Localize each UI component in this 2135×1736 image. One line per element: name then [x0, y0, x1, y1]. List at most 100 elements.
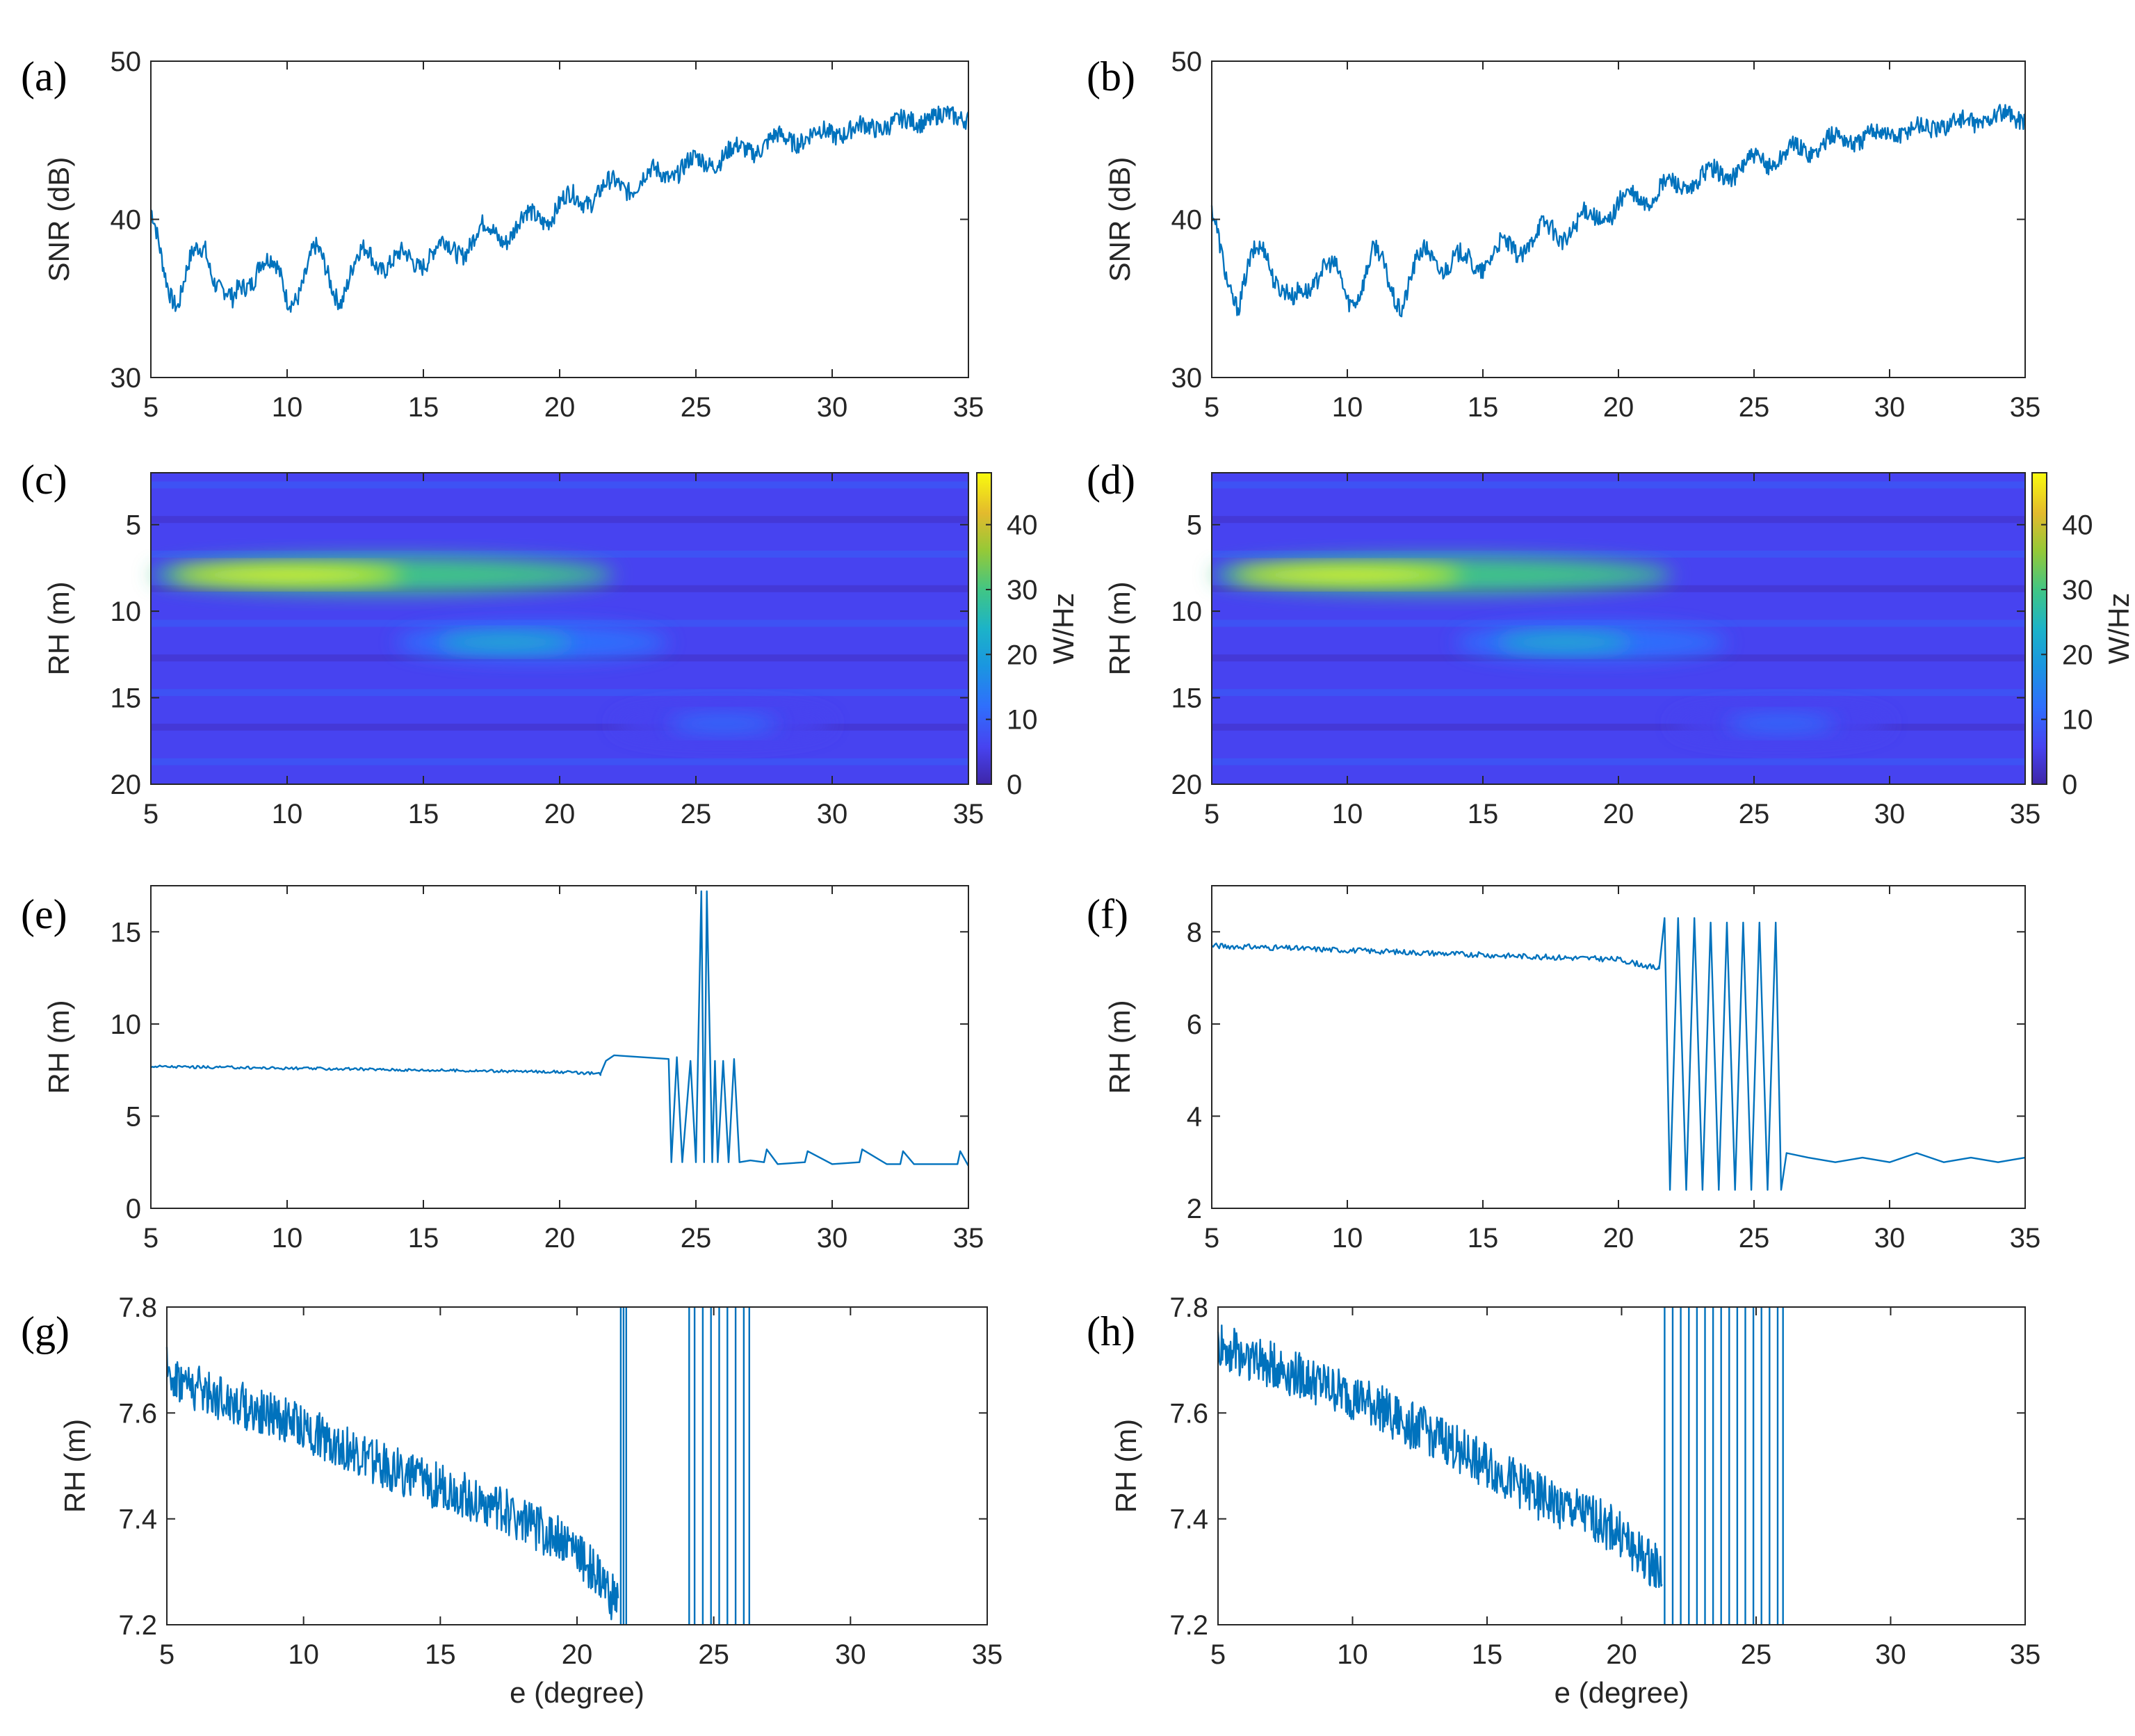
x-tick-label: 10: [1332, 392, 1363, 423]
x-tick-label: 25: [681, 799, 712, 829]
x-tick-label: 25: [1739, 799, 1770, 829]
panel-letter: (g): [21, 1308, 70, 1354]
series-line: [150, 890, 970, 1167]
x-tick-label: 25: [1741, 1639, 1772, 1670]
y-tick-label: 7.2: [118, 1610, 157, 1641]
panel-f: (f) 5 10 15 20 25 30 35 2 4 6 8 RH (m): [1087, 885, 2040, 1254]
y-tick-label: 7.4: [1169, 1504, 1208, 1535]
heatmap-band: [151, 689, 968, 697]
x-tick-label: 5: [1210, 1639, 1226, 1670]
axes-box: [150, 60, 969, 378]
x-tick-label: 5: [1204, 799, 1219, 829]
series-line: [1210, 104, 2027, 318]
y-tick-label: 5: [126, 1101, 141, 1132]
x-tick-label: 15: [408, 392, 439, 423]
x-tick-label: 35: [2010, 799, 2041, 829]
heatmap-hotspot-peak: [668, 715, 778, 732]
x-tick-label: 5: [143, 392, 159, 423]
panel-g: (g) 5 10 15 20 25 30 35 7.2 7.4 7.6 7.8 RH (m) e (deg…: [21, 1292, 1002, 1709]
x-tick-label: 35: [972, 1639, 1003, 1670]
heatmap-band: [1212, 723, 2025, 731]
unstable-region-lines: [619, 1307, 750, 1625]
unstable-region-lines: [1664, 1307, 1784, 1625]
heatmap-band: [151, 481, 968, 489]
y-axis-label: RH (m): [1103, 1000, 1136, 1094]
y-axis-label: RH (m): [42, 581, 75, 675]
heatmap-band: [1212, 585, 2025, 592]
x-tick-label: 25: [681, 1223, 712, 1254]
x-tick-label: 15: [1468, 392, 1499, 423]
x-axis-label: e (degree): [510, 1676, 644, 1709]
x-tick-label: 10: [1332, 1223, 1363, 1254]
y-tick-label: 7.8: [118, 1292, 157, 1323]
x-tick-label: 35: [2010, 1639, 2041, 1670]
y-tick-label: 4: [1187, 1101, 1202, 1132]
panel-a: (a) 5 10 15 20 25 30 35 30 40 50 SNR (dB): [21, 47, 984, 423]
x-tick-label: 25: [1739, 392, 1770, 423]
x-tick-label: 5: [143, 799, 159, 829]
heatmap-band: [1212, 551, 2025, 558]
x-tick-label: 15: [425, 1639, 456, 1670]
y-tick-label: 0: [126, 1194, 141, 1224]
x-tick-label: 10: [272, 1223, 303, 1254]
panel-letter: (b): [1087, 54, 1135, 99]
x-tick-label: 30: [1874, 799, 1906, 829]
panel-letter: (h): [1087, 1308, 1135, 1354]
colorbar-tick-label: 20: [2062, 640, 2093, 670]
colorbar-tick-label: 0: [1007, 770, 1022, 800]
heatmap-band: [151, 585, 968, 592]
x-tick-label: 15: [1468, 799, 1499, 829]
y-tick-label: 15: [1171, 683, 1203, 714]
y-axis-label: RH (m): [1110, 1419, 1142, 1513]
y-tick-label: 7.2: [1169, 1610, 1208, 1641]
y-tick-label: 20: [111, 770, 142, 800]
x-tick-label: 10: [1337, 1639, 1368, 1670]
panel-letter: (e): [21, 891, 67, 937]
panel-b: (b) 5 10 15 20 25 30 35 30 40 50 SNR (dB): [1087, 47, 2040, 423]
colorbar-tick-label: 40: [2062, 510, 2093, 541]
x-tick-label: 15: [1472, 1639, 1503, 1670]
series-line: [1217, 1324, 1663, 1589]
x-tick-label: 10: [1332, 799, 1363, 829]
colorbar-label: W/Hz: [1047, 593, 1080, 665]
heatmap-band: [1212, 481, 2025, 489]
y-axis-label: RH (m): [58, 1419, 91, 1513]
x-tick-label: 20: [1606, 1639, 1637, 1670]
panel-letter: (a): [21, 54, 67, 99]
heatmap-band: [151, 551, 968, 558]
y-tick-label: 30: [1171, 363, 1203, 394]
y-axis-label: SNR (dB): [1103, 157, 1136, 282]
axes-box: [1211, 60, 2026, 378]
y-tick-label: 30: [111, 363, 142, 394]
y-tick-label: 7.4: [118, 1504, 157, 1535]
colorbar-tick-label: 10: [2062, 705, 2093, 736]
colorbar-tick-label: 30: [1007, 575, 1038, 606]
y-axis-label: RH (m): [1103, 581, 1136, 675]
heatmap-hotspot-peak: [1727, 715, 1835, 732]
heatmap-band: [151, 723, 968, 731]
x-tick-label: 10: [272, 392, 303, 423]
x-tick-label: 30: [817, 1223, 848, 1254]
y-tick-label: 10: [111, 1009, 142, 1040]
axes-box: [150, 885, 969, 1209]
x-tick-label: 20: [562, 1639, 593, 1670]
heatmap-band: [1212, 516, 2025, 524]
panel-letter: (c): [21, 457, 67, 503]
x-tick-label: 5: [1204, 1223, 1219, 1254]
colorbar-tick-label: 20: [1007, 640, 1038, 670]
colorbar-tick-label: 30: [2062, 575, 2093, 606]
heatmap-band: [151, 516, 968, 524]
colorbar-tick-label: 0: [2062, 770, 2077, 800]
colorbar-tick-label: 40: [1007, 510, 1038, 541]
x-tick-label: 35: [953, 799, 984, 829]
colorbar-label: W/Hz: [2102, 593, 2135, 665]
y-tick-label: 10: [1171, 597, 1203, 627]
x-tick-label: 15: [1468, 1223, 1499, 1254]
x-tick-label: 35: [2010, 392, 2041, 423]
heatmap-hotspot-peak: [171, 566, 403, 583]
y-tick-label: 50: [1171, 47, 1203, 77]
heatmap-band: [1212, 758, 2025, 765]
x-tick-label: 35: [953, 392, 984, 423]
heatmap-band: [151, 619, 968, 627]
